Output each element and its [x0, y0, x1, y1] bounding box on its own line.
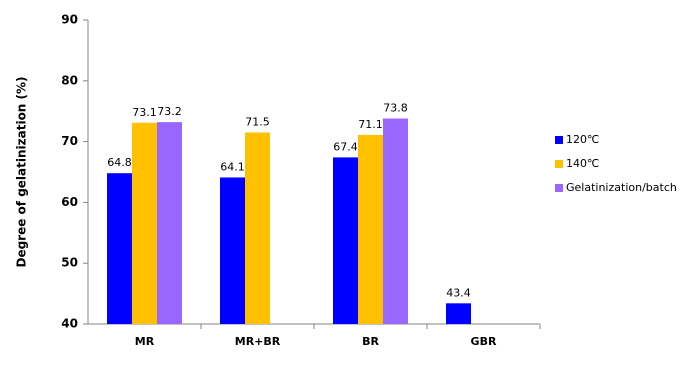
y-tick-label: 60 [61, 195, 78, 209]
legend-swatch [555, 136, 563, 144]
legend-swatch [555, 184, 563, 192]
bar [446, 303, 471, 324]
x-tick-label: MR [135, 335, 155, 348]
value-label: 71.5 [245, 115, 270, 128]
bar [107, 173, 132, 324]
value-label: 64.8 [107, 156, 132, 169]
bar [132, 122, 157, 324]
legend-label: Gelatinization/batch [566, 181, 677, 194]
y-tick-label: 80 [61, 73, 78, 87]
legend-label: 140℃ [566, 157, 599, 170]
x-tick-label: BR [362, 335, 379, 348]
y-tick-label: 50 [61, 256, 78, 270]
value-label: 71.1 [358, 118, 383, 131]
bar [383, 118, 408, 324]
bar [358, 134, 383, 324]
x-tick-label: GBR [471, 335, 497, 348]
value-label: 73.2 [157, 105, 182, 118]
value-label: 73.1 [132, 106, 157, 119]
y-axis-label: Degree of gelatinization (%) [15, 76, 29, 267]
y-tick-label: 40 [61, 317, 78, 331]
bar [245, 132, 270, 324]
value-label: 43.4 [446, 286, 471, 299]
legend-swatch [555, 160, 563, 168]
bar [157, 122, 182, 324]
bar [333, 157, 358, 324]
y-tick-label: 90 [61, 13, 78, 27]
value-label: 67.4 [333, 140, 358, 153]
value-label: 64.1 [220, 160, 245, 173]
legend-label: 120℃ [566, 133, 599, 146]
bar [220, 177, 245, 324]
y-tick-label: 70 [61, 134, 78, 148]
x-tick-label: MR+BR [235, 335, 281, 348]
value-label: 73.8 [383, 101, 408, 114]
